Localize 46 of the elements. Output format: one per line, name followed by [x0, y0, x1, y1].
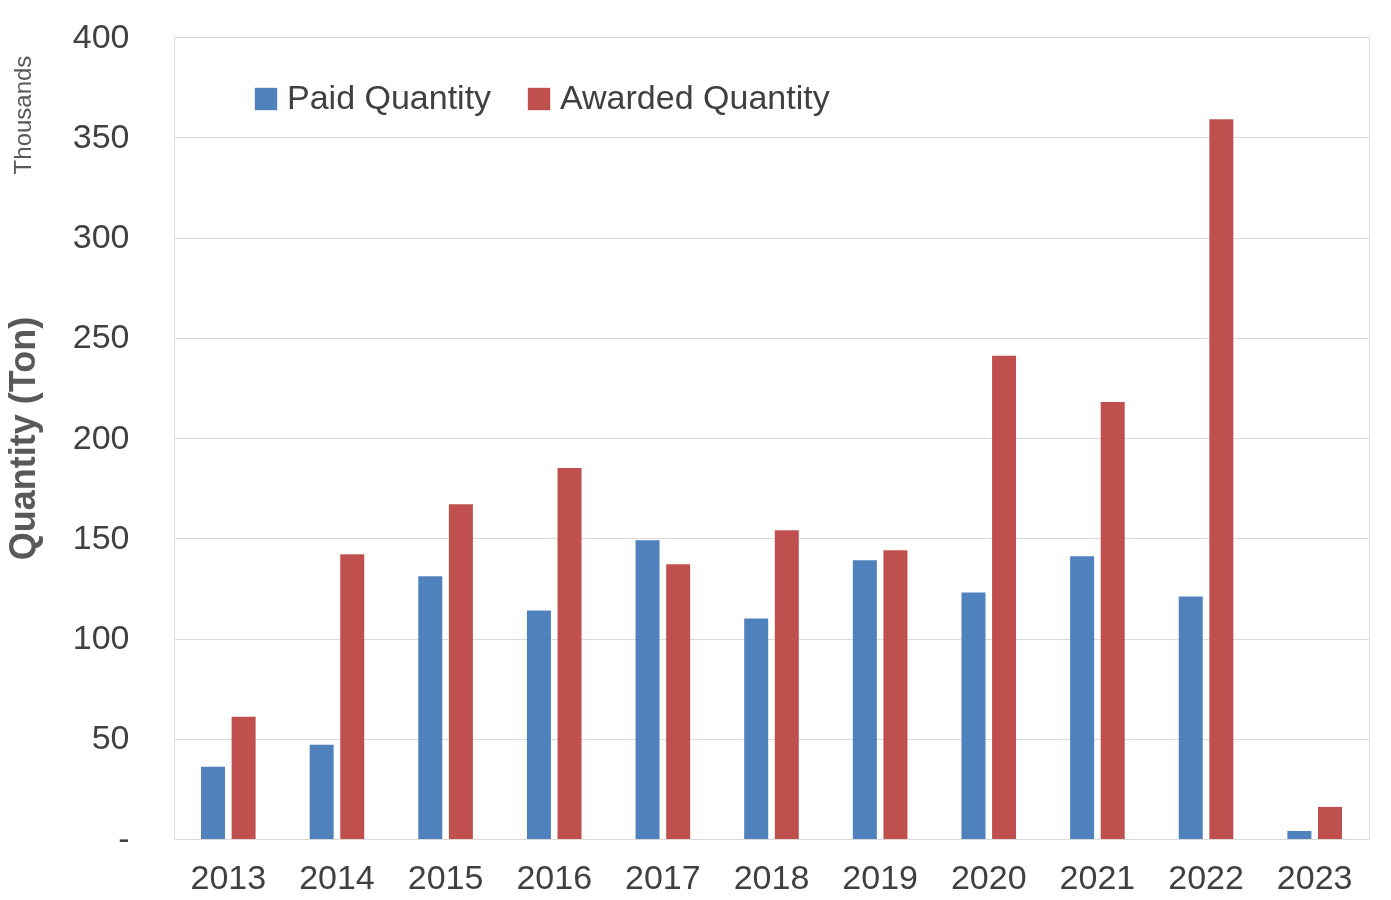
- y-tick-label: 350: [72, 116, 130, 155]
- bar: [774, 530, 799, 839]
- text: Thousands: [9, 55, 36, 175]
- bar: [852, 560, 877, 839]
- x-tick-label: 2017: [625, 857, 701, 896]
- y-tick-label: 50: [91, 718, 130, 757]
- y-tick-label: 400: [72, 16, 130, 55]
- bar: [1287, 830, 1312, 839]
- legend-label: Paid Quantity: [287, 78, 492, 116]
- x-tick-label: 2020: [950, 857, 1027, 896]
- bar: [231, 716, 256, 839]
- x-tick-label: 2019: [842, 857, 918, 896]
- bar: [1070, 556, 1095, 839]
- bar: [666, 564, 691, 839]
- y-tick-label: 300: [72, 217, 130, 255]
- bar: [1100, 401, 1125, 839]
- bar: [883, 550, 908, 839]
- bar: [201, 766, 226, 839]
- legend-label: Awarded Quantity: [560, 78, 830, 116]
- y-tick-label: 100: [72, 618, 130, 656]
- bar: [340, 554, 365, 839]
- bar: [1178, 596, 1203, 839]
- bar: [992, 355, 1017, 839]
- bar: [557, 468, 582, 839]
- x-tick-label: 2021: [1059, 857, 1136, 896]
- bar: [526, 610, 551, 839]
- bar: [418, 576, 443, 839]
- x-tick-label: 2013: [190, 857, 267, 896]
- y-tick-label: 200: [72, 417, 130, 456]
- bar: [1317, 806, 1342, 839]
- y-tick-label: -: [118, 818, 130, 857]
- x-tick-label: 2023: [1276, 857, 1353, 896]
- y-tick-label: 250: [72, 317, 130, 356]
- x-tick-label: 2015: [407, 857, 484, 896]
- bar: [744, 618, 769, 839]
- bar: [635, 540, 660, 839]
- bar: [309, 744, 334, 839]
- x-tick-label: 2016: [516, 857, 593, 896]
- y-tick-label: 150: [72, 517, 130, 556]
- y-axis-title: Quantity (Ton): [1, 316, 43, 561]
- bar: [961, 592, 986, 839]
- bar: [1209, 119, 1234, 839]
- x-tick-label: 2014: [299, 857, 375, 896]
- bar: [448, 504, 473, 839]
- x-tick-label: 2018: [733, 857, 810, 896]
- x-tick-label: 2022: [1168, 857, 1244, 896]
